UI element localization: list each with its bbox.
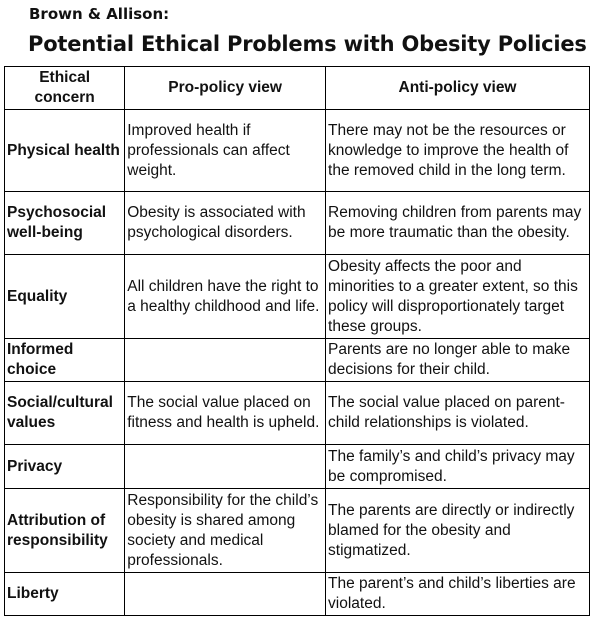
concern-cell: Liberty	[3, 572, 126, 616]
concern-cell: Psychosocial well-being	[3, 191, 126, 255]
anti-view-cell: Removing children from parents may be mo…	[325, 191, 590, 255]
anti-view-cell: The parents are directly or indirectly b…	[325, 488, 590, 573]
concern-cell: Equality	[3, 254, 126, 339]
concern-cell: Informed choice	[3, 338, 126, 382]
column-header-anti: Anti-policy view	[325, 66, 590, 110]
column-header-pro: Pro-policy view	[124, 66, 327, 110]
anti-view-cell: The social value placed on parent-child …	[325, 381, 590, 445]
table-row: Attribution of responsibility Responsibi…	[3, 488, 590, 573]
ethics-table: Ethical concern Pro-policy view Anti-pol…	[3, 66, 590, 616]
anti-view-cell: The family’s and child’s privacy may be …	[325, 444, 590, 489]
pro-view-cell	[124, 338, 327, 382]
concern-cell: Attribution of responsibility	[3, 488, 126, 573]
table-row: Psychosocial well-being Obesity is assoc…	[3, 191, 590, 255]
table-row: Liberty The parent’s and child’s liberti…	[3, 572, 590, 616]
pro-view-cell: The social value placed on fitness and h…	[124, 381, 327, 445]
table-row: Equality All children have the right to …	[3, 254, 590, 339]
document-header: Brown & Allison: Potential Ethical Probl…	[0, 0, 593, 66]
table-row: Social/cultural values The social value …	[3, 381, 590, 445]
author-label: Brown & Allison:	[29, 5, 170, 23]
concern-cell: Privacy	[3, 444, 126, 489]
table-row: Informed choice Parents are no longer ab…	[3, 338, 590, 382]
column-header-concern: Ethical concern	[3, 66, 126, 110]
anti-view-cell: There may not be the resources or knowle…	[325, 109, 590, 192]
table-row: Privacy The family’s and child’s privacy…	[3, 444, 590, 489]
pro-view-cell: Improved health if professionals can aff…	[124, 109, 327, 192]
table-header-row: Ethical concern Pro-policy view Anti-pol…	[3, 66, 590, 110]
page-title: Potential Ethical Problems with Obesity …	[28, 32, 587, 56]
pro-view-cell: Obesity is associated with psychological…	[124, 191, 327, 255]
pro-view-cell: All children have the right to a healthy…	[124, 254, 327, 339]
pro-view-cell	[124, 444, 327, 489]
concern-cell: Social/cultural values	[3, 381, 126, 445]
anti-view-cell: The parent’s and child’s liberties are v…	[325, 572, 590, 616]
anti-view-cell: Obesity affects the poor and minorities …	[325, 254, 590, 339]
anti-view-cell: Parents are no longer able to make decis…	[325, 338, 590, 382]
pro-view-cell: Responsibility for the child’s obesity i…	[124, 488, 327, 573]
concern-cell: Physical health	[3, 109, 126, 192]
table-row: Physical health Improved health if profe…	[3, 109, 590, 192]
pro-view-cell	[124, 572, 327, 616]
